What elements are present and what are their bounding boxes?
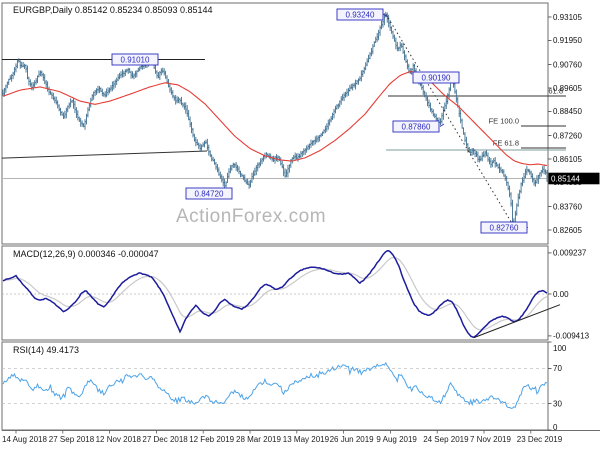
price-axis-label: 0.91950 — [553, 36, 582, 45]
callout-0.87860: 0.87860 — [392, 120, 445, 133]
callout-connector — [382, 13, 389, 18]
callout-text: 0.93240 — [346, 10, 375, 19]
date-axis-label: 9 Aug 2019 — [376, 435, 417, 444]
callout-connector — [439, 123, 445, 127]
macd-axis-label: -0.009413 — [553, 332, 590, 341]
callout-0.93240: 0.93240 — [336, 8, 389, 21]
price-axis-label: 0.89605 — [553, 84, 582, 93]
watermark: ActionForex.com — [176, 206, 326, 227]
date-axis-label: 27 Dec 2018 — [142, 435, 188, 444]
left-ascending-support — [1, 150, 208, 159]
ma-line — [2, 71, 548, 167]
price-axis-label: 0.93105 — [553, 13, 582, 22]
callout-box — [336, 8, 384, 21]
callout-box — [185, 187, 233, 200]
callout-text: 0.90190 — [422, 73, 451, 82]
macd-axis-label: 0.009237 — [553, 249, 587, 258]
macd-title: MACD(12,26,9) 0.000346 -0.000047 — [13, 249, 159, 259]
fib-level-label-1: FE 100.0 — [489, 117, 519, 126]
rsi-axis-label: 30 — [553, 399, 562, 408]
date-axis-label: 14 Aug 2018 — [2, 435, 47, 444]
callout-box — [392, 120, 440, 133]
rsi-line — [2, 361, 548, 409]
date-axis-label: 26 Jun 2019 — [330, 435, 375, 444]
fib-level-label-2: FE 61.8 — [493, 138, 519, 147]
chart-title: EURGBP,Daily 0.85142 0.85234 0.85093 0.8… — [13, 5, 213, 15]
current-price-tag — [548, 172, 600, 185]
callout-0.84720: 0.84720 — [185, 187, 233, 200]
date-axis-label: 7 Nov 2019 — [470, 435, 511, 444]
price-axis-label: 0.88450 — [553, 107, 582, 116]
date-axis-label: 27 Sep 2018 — [49, 435, 95, 444]
macd-panel[interactable] — [1, 245, 549, 341]
date-axis-label: 12 Nov 2018 — [96, 435, 142, 444]
candlestick-series — [2, 11, 548, 227]
callout-text: 0.91010 — [121, 55, 150, 64]
callout-text: 0.82760 — [490, 223, 519, 232]
date-axis-label: 13 May 2019 — [283, 435, 330, 444]
callout-box — [480, 221, 528, 234]
date-axis-label: 28 Mar 2019 — [236, 435, 281, 444]
callout-box — [111, 53, 159, 66]
price-axis-label: 0.86105 — [553, 155, 582, 164]
current-price-tag-text: 0.85144 — [551, 174, 580, 183]
rsi-axis-label: 70 — [553, 364, 562, 373]
macd-axis-label: 0.00 — [553, 290, 569, 299]
price-panel[interactable] — [1, 2, 549, 245]
rsi-title: RSI(14) 49.4173 — [13, 345, 79, 355]
callout-0.82760: 0.82760 — [480, 221, 529, 234]
rsi-axis-label: 0 — [553, 423, 558, 432]
callout-text: 0.87860 — [402, 122, 431, 131]
price-axis-label: 0.83760 — [553, 202, 582, 211]
macd-trendline — [473, 304, 561, 339]
price-axis-label: 0.82605 — [553, 226, 582, 235]
date-axis-label: 24 Sep 2019 — [423, 435, 469, 444]
macd-line — [2, 250, 548, 339]
price-bars-path — [2, 11, 548, 227]
callout-0.91010: 0.91010 — [111, 53, 159, 66]
callout-text: 0.84720 — [195, 189, 224, 198]
rsi-axis-label: 100 — [553, 344, 567, 353]
date-axis-label: 12 Feb 2019 — [189, 435, 234, 444]
date-axis-label: 23 Dec 2019 — [517, 435, 563, 444]
fib-level-label-0: 61.8 — [548, 87, 563, 96]
price-axis-label: 0.87260 — [553, 131, 582, 140]
callout-0.90190: 0.90190 — [412, 71, 460, 84]
price-axis-label: 0.90760 — [553, 60, 582, 69]
callout-box — [412, 71, 460, 84]
